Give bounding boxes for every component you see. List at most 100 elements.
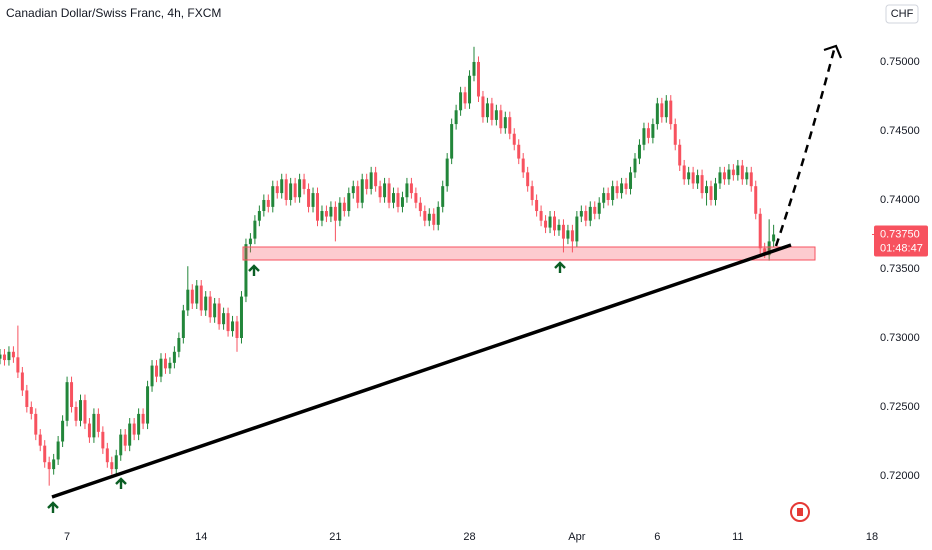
candle-body (687, 172, 691, 180)
candle-body (718, 172, 722, 184)
candle-body (235, 321, 239, 338)
candle-body (123, 434, 127, 446)
candle-body (365, 179, 369, 189)
candle-body (34, 413, 38, 435)
candle-body (660, 103, 664, 118)
candle-body (239, 296, 243, 338)
candle-body (436, 206, 440, 225)
candle-body (29, 406, 33, 414)
candle-body (427, 213, 431, 221)
currency-label[interactable]: CHF (891, 8, 914, 20)
bounce-arrow (248, 264, 260, 276)
candle-body (155, 365, 159, 377)
candle-body (476, 61, 480, 97)
candle-body (602, 193, 606, 203)
event-icon-flag (797, 508, 803, 516)
candle-body (11, 351, 15, 358)
candle-body (2, 354, 6, 361)
candle-body (208, 296, 212, 318)
candle-body (535, 199, 539, 212)
candle-body (561, 224, 565, 239)
currency-box[interactable] (885, 4, 919, 24)
candle-body (740, 165, 744, 180)
y-tick-label: 0.74000 (880, 194, 920, 206)
candle-body (445, 158, 449, 187)
candle-body (329, 206, 333, 217)
candle-body (248, 238, 252, 245)
candle-body (137, 413, 141, 435)
candle-body (16, 357, 20, 373)
candle-body (61, 420, 65, 442)
candle-body (629, 172, 633, 189)
candle-body (101, 431, 105, 449)
candle-body (65, 382, 69, 421)
trend-line (51, 243, 792, 499)
candle-body (713, 183, 717, 200)
candle-body (320, 211, 324, 221)
candle-body (92, 413, 96, 438)
candle-body (302, 179, 306, 189)
candle-body (146, 386, 150, 424)
candle-body (87, 423, 91, 438)
candle-body (508, 117, 512, 134)
candle-body (315, 193, 319, 221)
projection-arrowhead (823, 44, 843, 59)
candle-body (575, 216, 579, 242)
x-tick-label: 21 (329, 531, 341, 543)
candle-body (485, 103, 489, 118)
y-tick-label: 0.74500 (880, 125, 920, 137)
candle-body (47, 462, 51, 470)
candle-body (432, 213, 436, 225)
candle-body (727, 169, 731, 180)
candle-body (405, 183, 409, 198)
candle-body (96, 413, 100, 432)
candle-body (450, 124, 454, 159)
candle-body (503, 117, 507, 129)
candle-body (673, 124, 677, 145)
candle-body (114, 455, 118, 470)
candle-body (521, 158, 525, 173)
candle-body (271, 186, 275, 207)
candle-body (570, 230, 574, 242)
candle-body (749, 172, 753, 187)
y-tick-label: 0.75000 (880, 56, 920, 68)
candle-body (745, 172, 749, 180)
candle-body (539, 211, 543, 221)
candle-body (132, 423, 136, 435)
candle-body (172, 351, 176, 363)
candle-body (593, 206, 597, 214)
candle-body (530, 186, 534, 200)
support-zone (242, 246, 816, 261)
y-tick-label: 0.72500 (880, 401, 920, 413)
candle-body (168, 362, 172, 369)
candle-body (655, 103, 659, 125)
candle-body (736, 165, 740, 176)
x-tick-label: 28 (463, 531, 475, 543)
candle-body (266, 199, 270, 207)
candle-body (275, 186, 279, 194)
candle-body (190, 289, 194, 304)
candle-body (7, 351, 11, 361)
candle-body (696, 175, 700, 184)
candle-body (70, 382, 74, 407)
candle-body (204, 296, 208, 311)
candle-body (705, 186, 709, 194)
candle-body (691, 172, 695, 184)
candle-body (763, 248, 767, 256)
candle-body (150, 365, 154, 387)
candle-body (731, 169, 735, 176)
candle-body (186, 289, 190, 311)
candle-body (606, 193, 610, 200)
candle-body (298, 179, 302, 198)
candle-body (0, 354, 2, 359)
candle-body (222, 313, 226, 325)
candle-body (490, 103, 494, 120)
candle-body (199, 285, 203, 311)
candle-body (553, 216, 557, 231)
candle-body (351, 186, 355, 194)
last-price-box (874, 225, 928, 257)
candle-body (338, 202, 342, 221)
candle-body (758, 213, 762, 249)
